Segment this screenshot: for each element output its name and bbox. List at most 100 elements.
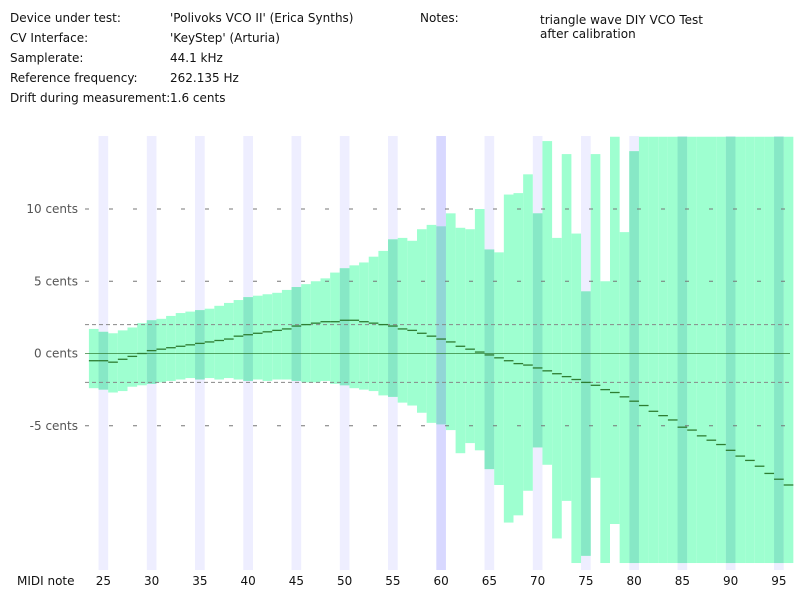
x-axis-label: MIDI note: [17, 574, 75, 588]
range-bar: [552, 237, 562, 539]
range-bar: [696, 136, 707, 564]
x-tick-label: 95: [771, 574, 786, 588]
x-tick-label: 45: [289, 574, 304, 588]
notes-line-2: after calibration: [540, 27, 636, 41]
drift-label: Drift during measurement:: [10, 91, 171, 105]
range-bar: [465, 229, 475, 444]
range-bar: [648, 136, 659, 564]
tick-note-overlay: [195, 310, 205, 380]
x-tick-label: 60: [433, 574, 448, 588]
device-label: Device under test:: [10, 11, 121, 25]
range-bar: [474, 209, 485, 451]
range-bar: [455, 227, 466, 454]
samplerate-value: 44.1 kHz: [170, 51, 223, 65]
tick-note-overlay: [291, 287, 302, 381]
tick-note-overlay: [243, 297, 253, 381]
range-bar: [716, 136, 726, 564]
reference-frequency-label: Reference frequency:: [10, 71, 138, 85]
range-bar: [764, 136, 775, 564]
x-tick-label: 55: [385, 574, 400, 588]
range-bar: [706, 136, 717, 564]
range-bar: [542, 141, 553, 465]
drift-value: 1.6 cents: [170, 91, 226, 105]
range-bar: [117, 330, 128, 392]
range-bar: [571, 233, 582, 564]
x-tick-label: 90: [723, 574, 738, 588]
range-bar: [619, 232, 630, 564]
tick-note-overlay: [146, 320, 157, 384]
range-bar: [397, 237, 408, 403]
range-bar: [281, 289, 292, 380]
tick-note-overlay: [339, 268, 350, 386]
notes-label: Notes:: [420, 11, 459, 25]
reference-note-overlay: [436, 226, 446, 425]
range-bar: [590, 154, 601, 478]
range-bar: [513, 193, 524, 516]
range-bar: [204, 308, 215, 379]
range-bar: [494, 252, 504, 485]
range-bar: [301, 284, 311, 383]
x-tick-label: 35: [192, 574, 207, 588]
samplerate-label: Samplerate:: [10, 51, 84, 65]
y-tick-label: 0 cents: [34, 347, 78, 361]
range-bar: [368, 256, 379, 392]
range-bar: [272, 292, 282, 380]
tick-note-overlay: [725, 136, 736, 564]
range-bar: [638, 136, 649, 564]
range-bar: [262, 294, 273, 381]
range-bar: [108, 333, 118, 393]
x-tick-label: 40: [240, 574, 255, 588]
cv-interface-value: 'KeyStep' (Arturia): [170, 31, 280, 45]
tick-note-overlay: [388, 239, 398, 397]
range-bar: [600, 281, 610, 564]
range-bar: [523, 174, 533, 491]
range-bar: [745, 136, 755, 564]
range-bar: [503, 194, 514, 523]
range-bar: [127, 327, 138, 387]
notes-line-1: triangle wave DIY VCO Test: [540, 13, 703, 27]
range-bar: [735, 136, 746, 564]
x-tick-label: 50: [337, 574, 352, 588]
tick-note-overlay: [581, 291, 591, 556]
x-tick-label: 65: [482, 574, 497, 588]
range-bar: [214, 305, 224, 380]
x-tick-label: 80: [626, 574, 641, 588]
tick-note-overlay: [484, 249, 495, 470]
range-bar: [156, 318, 167, 383]
x-tick-label: 25: [96, 574, 111, 588]
range-bar: [137, 323, 147, 386]
x-tick-label: 85: [675, 574, 690, 588]
range-bar: [224, 302, 234, 379]
y-tick-label: 10 cents: [26, 202, 78, 216]
range-bar: [310, 281, 321, 383]
range-bar: [166, 315, 176, 381]
cv-interface-label: CV Interface:: [10, 31, 89, 45]
range-bar: [561, 154, 572, 501]
x-tick-label: 30: [144, 574, 159, 588]
y-tick-label: 5 cents: [34, 274, 78, 288]
range-bar: [359, 262, 369, 390]
range-bar: [687, 136, 697, 564]
x-tick-label: 75: [578, 574, 593, 588]
range-bar: [349, 265, 360, 389]
y-tick-label: -5 cents: [30, 419, 78, 433]
range-bar: [407, 240, 417, 406]
x-tick-label: 70: [530, 574, 545, 588]
tick-note-overlay: [677, 136, 688, 564]
range-bar: [233, 300, 244, 380]
range-bar: [417, 229, 427, 413]
range-bar: [754, 136, 765, 564]
range-bar: [378, 250, 389, 396]
range-bar: [252, 295, 263, 380]
range-bar: [783, 136, 794, 564]
device-value: 'Polivoks VCO II' (Erica Synths): [170, 11, 354, 25]
tick-note-overlay: [629, 151, 639, 564]
tick-note-overlay: [774, 136, 784, 564]
range-bar: [320, 278, 331, 381]
range-bar: [330, 272, 340, 384]
range-bar: [445, 213, 456, 431]
range-bar: [667, 136, 678, 564]
reference-frequency-value: 262.135 Hz: [170, 71, 239, 85]
range-bar: [426, 224, 437, 423]
